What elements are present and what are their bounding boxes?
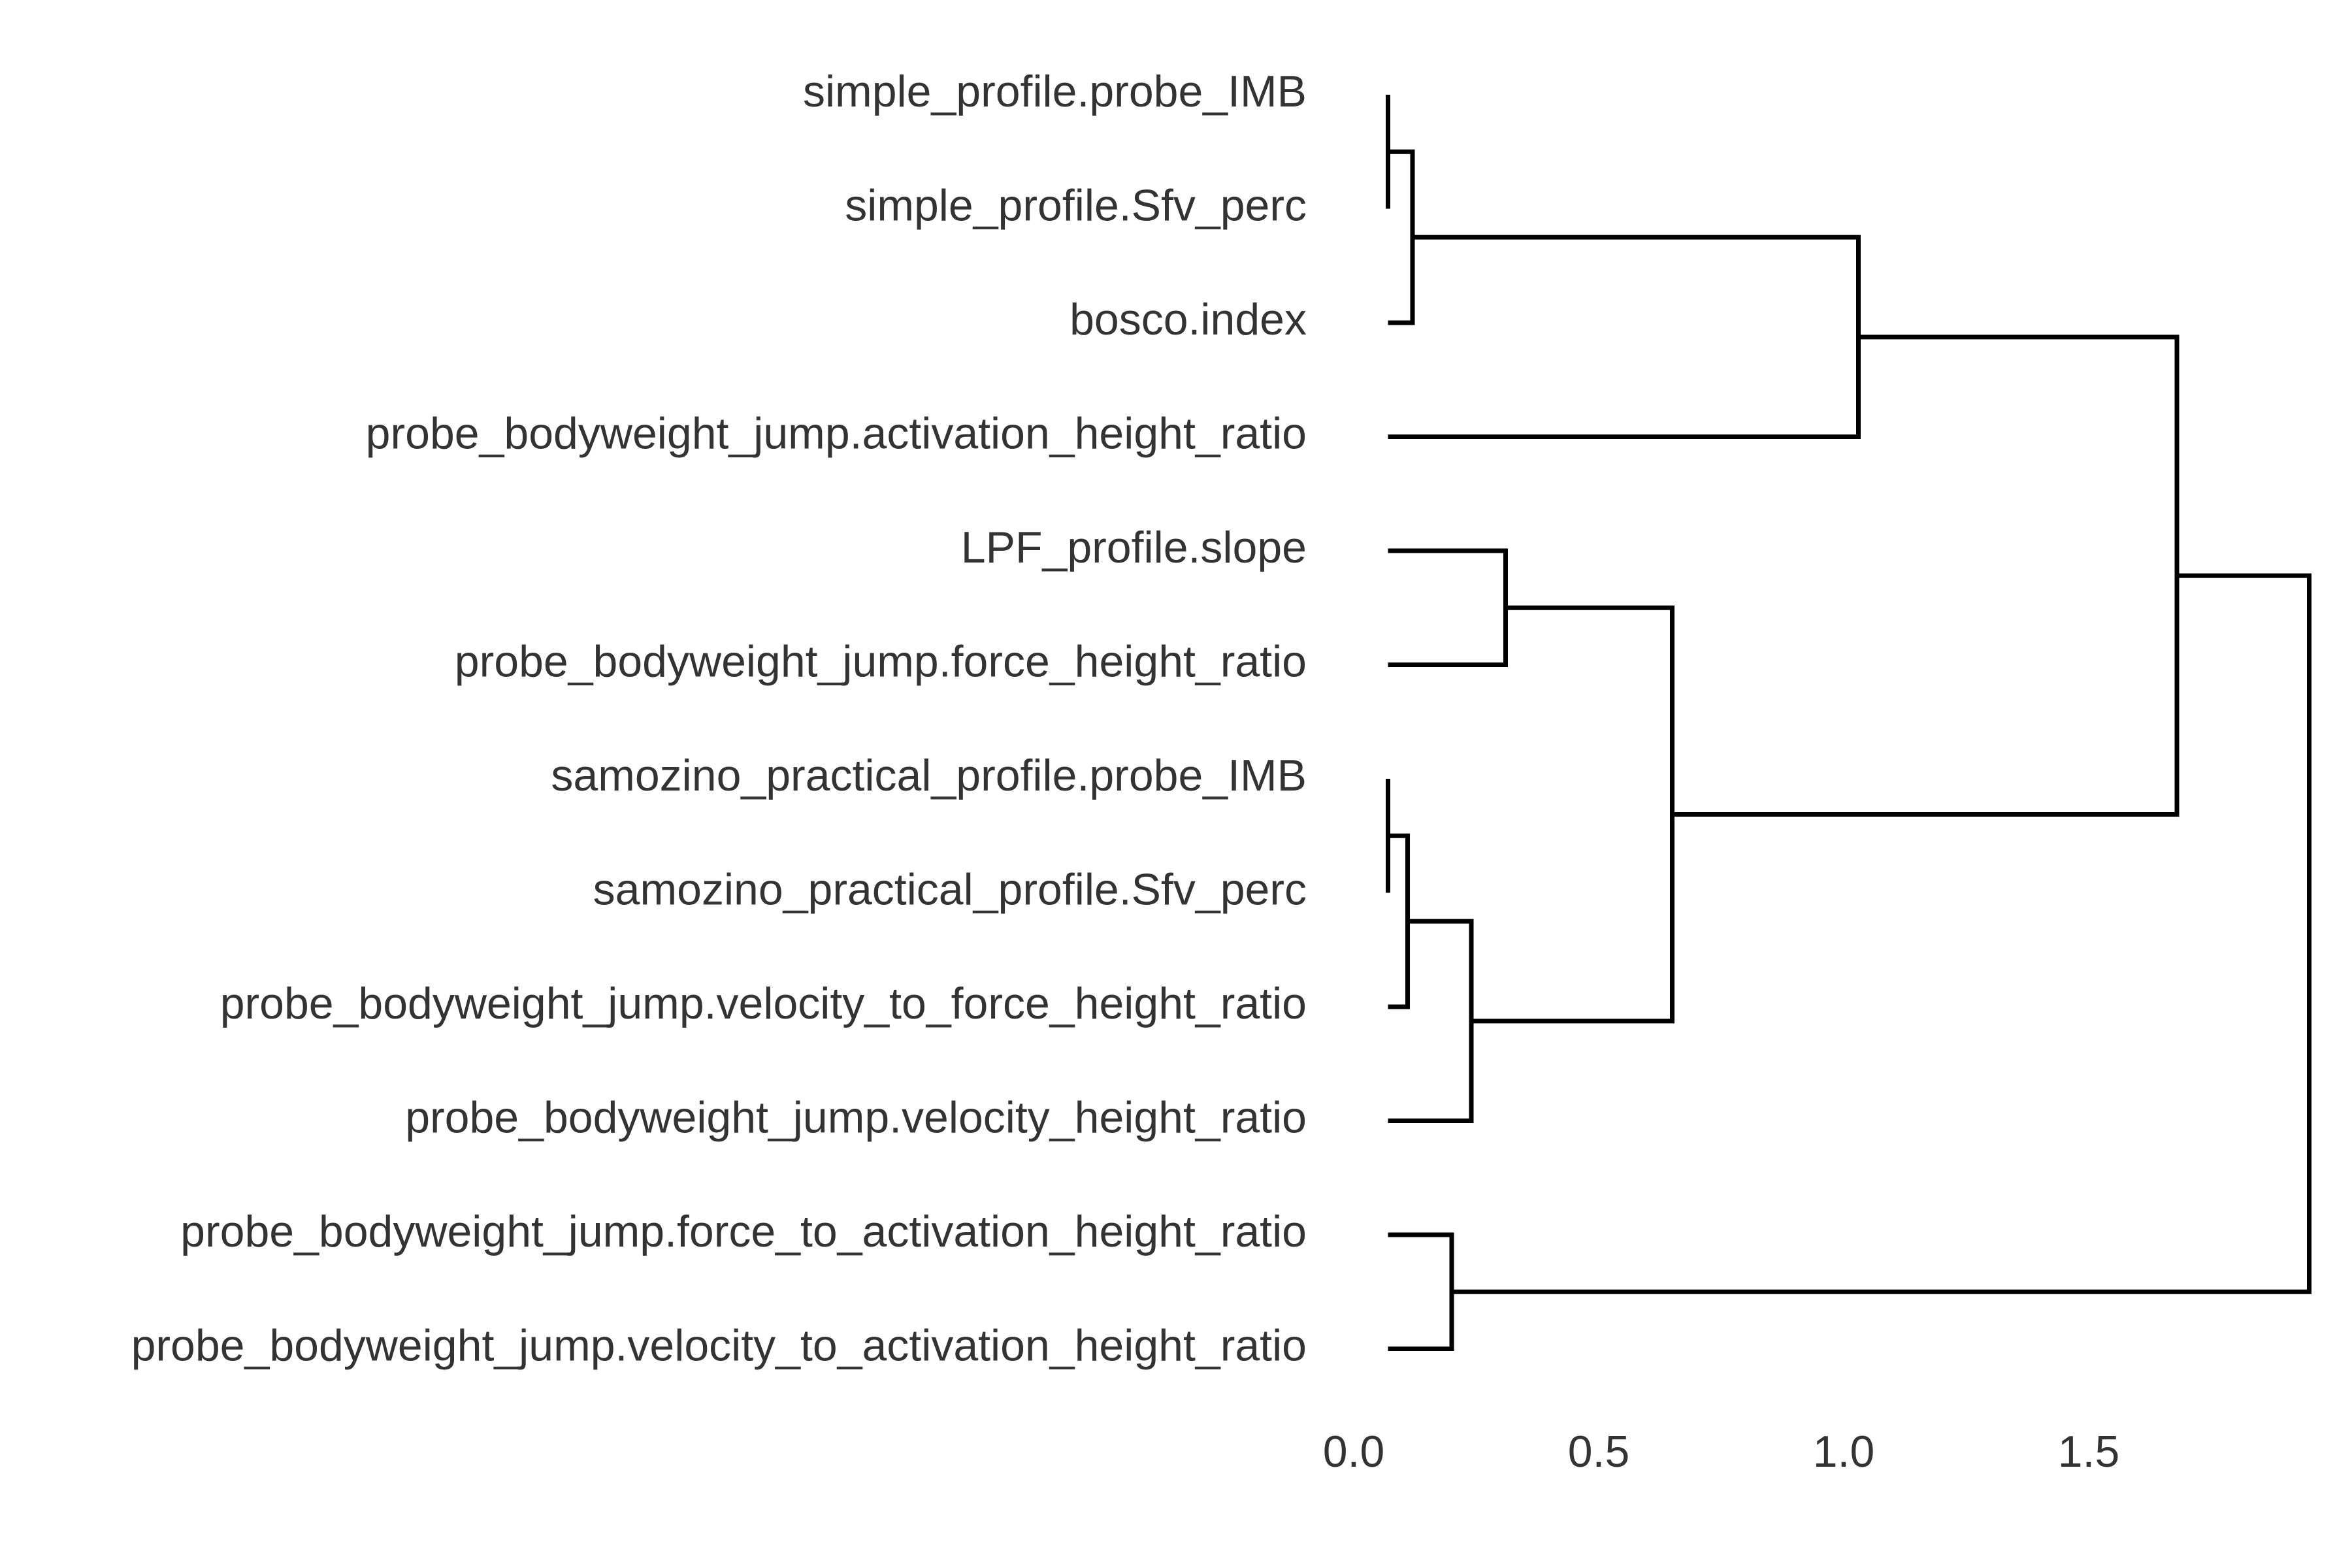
x-tick-label: 0.5 xyxy=(1568,1427,1630,1477)
leaf-label: simple_profile.Sfv_perc xyxy=(845,180,1307,230)
leaf-label: bosco.index xyxy=(1070,295,1307,344)
dendrogram-link-J xyxy=(1388,1232,1454,1351)
leaf-label: LPF_profile.slope xyxy=(961,523,1307,572)
dendrogram-links xyxy=(1386,95,2311,1351)
leaf-label: probe_bodyweight_jump.activation_height_… xyxy=(366,408,1307,458)
leaf-label: probe_bodyweight_jump.velocity_height_ra… xyxy=(405,1092,1307,1142)
dendrogram-link-F xyxy=(1388,833,1410,1009)
dendrogram-link-I xyxy=(1672,335,2180,817)
leaf-label: samozino_practical_profile.Sfv_perc xyxy=(593,864,1307,914)
leaf-label: samozino_practical_profile.probe_IMB xyxy=(551,751,1307,800)
x-tick-label: 1.0 xyxy=(1813,1427,1875,1477)
dendrogram-link-B xyxy=(1388,149,1415,325)
dendrogram-link-K xyxy=(1452,573,2311,1294)
dendrogram-link-H xyxy=(1471,605,1674,1024)
leaf-label: probe_bodyweight_jump.force_height_ratio xyxy=(455,636,1307,686)
leaf-label: probe_bodyweight_jump.velocity_to_force_… xyxy=(220,979,1307,1028)
dendrogram-link-C xyxy=(1388,235,1861,439)
x-tick-label: 0.0 xyxy=(1323,1427,1385,1477)
leaf-label: probe_bodyweight_jump.velocity_to_activa… xyxy=(131,1320,1307,1370)
leaf-label: simple_profile.probe_IMB xyxy=(803,67,1307,116)
x-axis: 0.0 0.5 1.0 1.5 xyxy=(1323,1427,2120,1477)
x-tick-label: 1.5 xyxy=(2058,1427,2120,1477)
dendrogram-link-D xyxy=(1388,548,1508,667)
leaf-label: probe_bodyweight_jump.force_to_activatio… xyxy=(180,1207,1307,1256)
dendrogram-link-G xyxy=(1388,919,1474,1123)
leaf-labels: simple_profile.probe_IMB simple_profile.S… xyxy=(131,67,1307,1371)
